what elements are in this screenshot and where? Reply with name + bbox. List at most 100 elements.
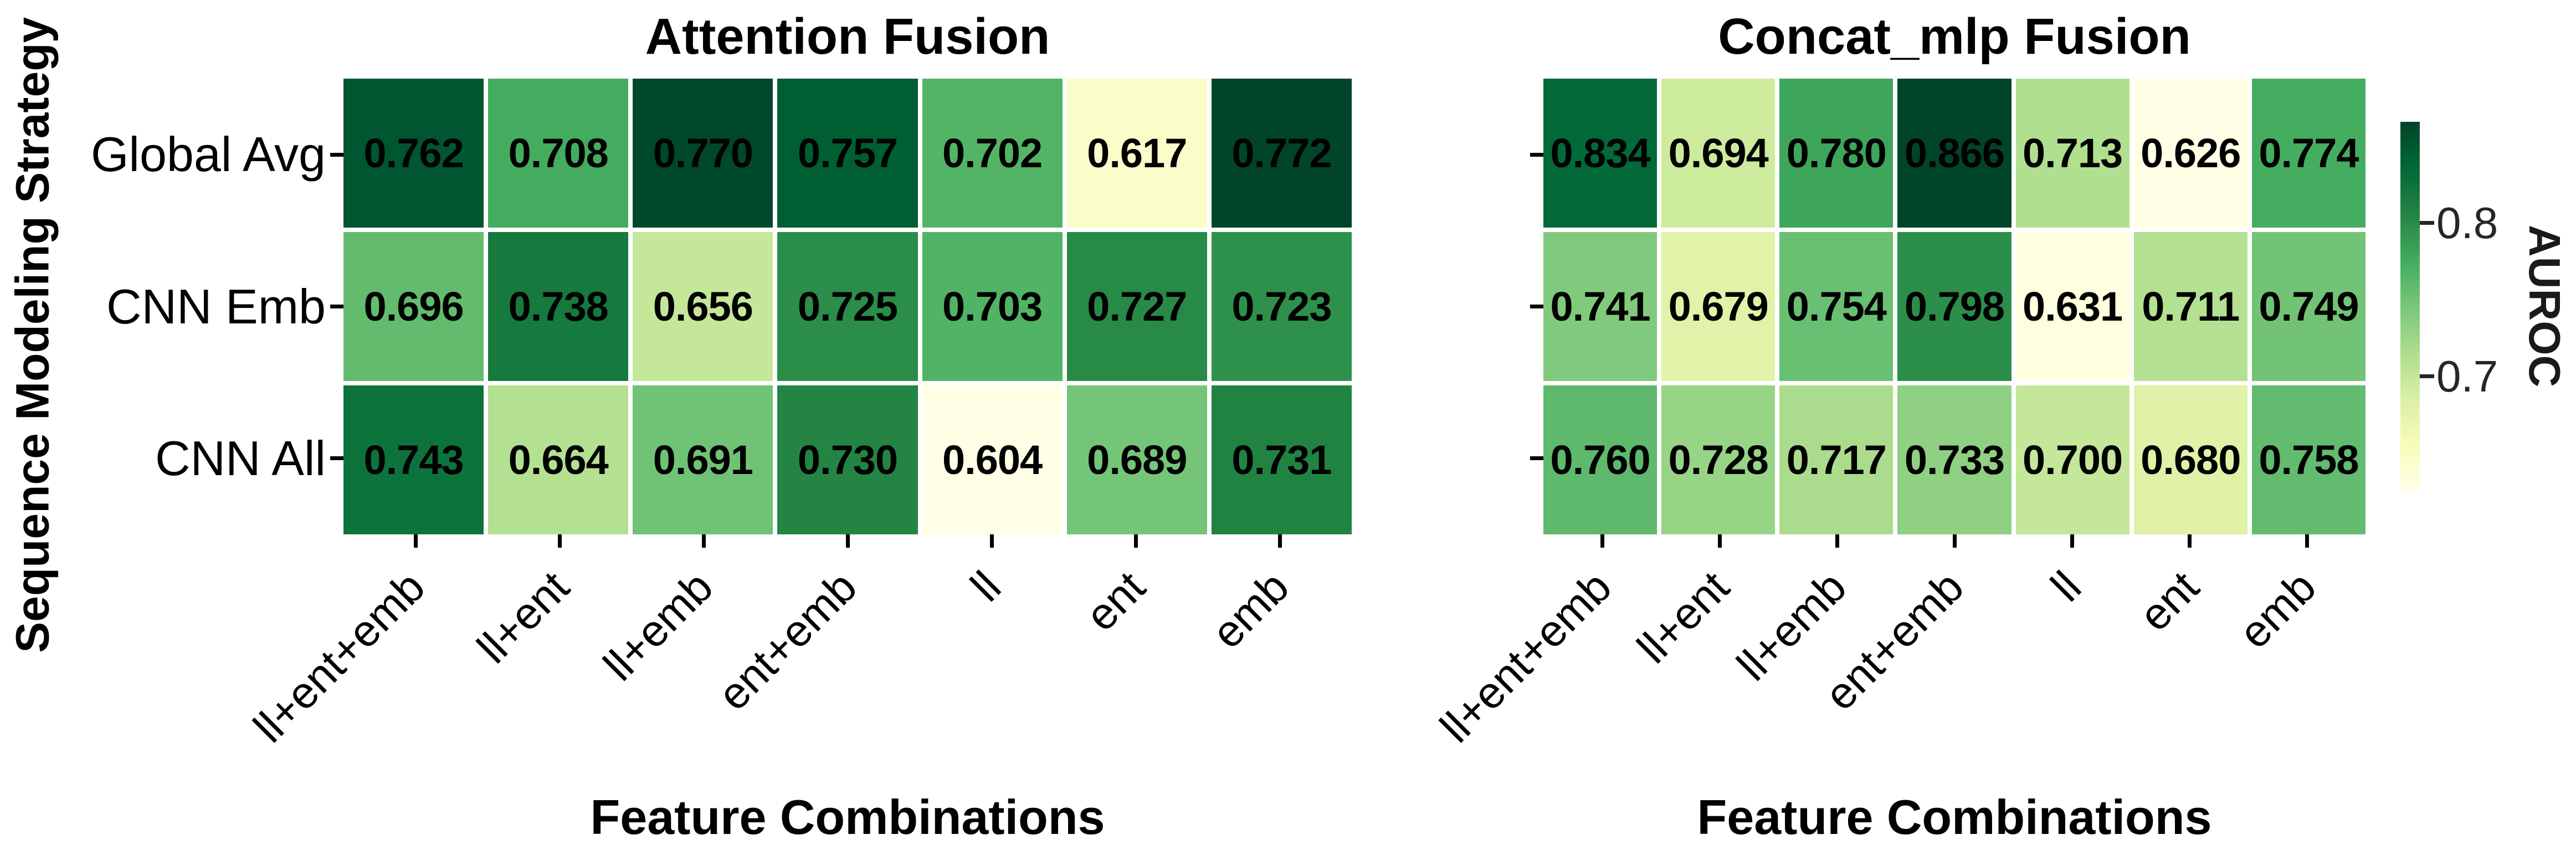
heatmap-cell: 0.700 — [2015, 385, 2129, 534]
panel-title: Attention Fusion — [645, 8, 1050, 65]
heatmap-cell: 0.713 — [2015, 79, 2129, 228]
heatmap-cell: 0.694 — [1661, 79, 1776, 228]
x-tick-mark — [1952, 534, 1957, 548]
cell-value: 0.762 — [363, 130, 464, 176]
cell-value: 0.780 — [1786, 130, 1887, 176]
heatmap-cell: 0.741 — [1543, 232, 1658, 381]
cell-value: 0.866 — [1904, 130, 2005, 176]
heatmap-cell: 0.656 — [633, 232, 773, 381]
cell-value: 0.626 — [2141, 130, 2241, 176]
heatmap-cell: 0.664 — [488, 385, 629, 534]
x-tick-mark — [2070, 534, 2074, 548]
heatmap-cell: 0.617 — [1066, 79, 1207, 228]
heatmap-cell: 0.731 — [1211, 385, 1352, 534]
cell-value: 0.834 — [1550, 130, 1650, 176]
y-axis-title: Sequence Modeling Strategy — [6, 17, 59, 653]
cell-value: 0.772 — [1231, 130, 1332, 176]
heatmap-cell: 0.696 — [343, 232, 484, 381]
cell-value: 0.700 — [2023, 437, 2123, 483]
heatmap-cell: 0.762 — [343, 79, 484, 228]
cell-value: 0.725 — [797, 284, 898, 329]
heatmap-cell: 0.774 — [2251, 79, 2365, 228]
cell-value: 0.617 — [1087, 130, 1187, 176]
cell-value: 0.694 — [1668, 130, 1769, 176]
cell-value: 0.717 — [1786, 437, 1887, 483]
y-tick-mark — [1530, 456, 1543, 461]
panel-concat-mlp-fusion: Concat_mlp Fusion 0.834 0.694 0.780 0.866 0.… — [1543, 0, 2365, 850]
cell-value: 0.680 — [2141, 437, 2241, 483]
cell-value: 0.754 — [1786, 284, 1887, 329]
colorbar-tick-mark — [2420, 374, 2434, 379]
cell-value: 0.696 — [363, 284, 464, 329]
colorbar-tick-label: 0.8 — [2436, 198, 2498, 248]
y-tick-mark — [330, 305, 343, 308]
heatmap-cell: 0.798 — [1897, 232, 2011, 381]
heatmap-cell: 0.723 — [1211, 232, 1352, 381]
heatmap-grid: 0.834 0.694 0.780 0.866 0.713 0.626 0.774 0.741… — [1543, 79, 2365, 534]
heatmap-cell: 0.770 — [633, 79, 773, 228]
heatmap-cell: 0.689 — [1066, 385, 1207, 534]
cell-value: 0.760 — [1550, 437, 1650, 483]
row-label: CNN All — [155, 430, 326, 486]
heatmap-cell: 0.780 — [1779, 79, 1893, 228]
cell-value: 0.604 — [942, 437, 1043, 483]
heatmap-cell: 0.691 — [633, 385, 773, 534]
cell-value: 0.703 — [942, 284, 1043, 329]
heatmap-cell: 0.730 — [777, 385, 918, 534]
panel-attention-fusion: Attention Fusion 0.762 0.708 0.770 0.757 0.7… — [343, 0, 1352, 850]
cell-value: 0.702 — [942, 130, 1043, 176]
heatmap-cell: 0.728 — [1661, 385, 1776, 534]
heatmap-cell: 0.604 — [922, 385, 1063, 534]
x-tick-mark — [1600, 534, 1604, 548]
x-tick-mark — [557, 534, 562, 548]
cell-value: 0.723 — [1231, 284, 1332, 329]
heatmap-cell: 0.711 — [2133, 232, 2247, 381]
cell-value: 0.774 — [2259, 130, 2359, 176]
x-tick-mark — [1277, 534, 1282, 548]
x-tick-mark — [1717, 534, 1722, 548]
cell-value: 0.631 — [2023, 284, 2123, 329]
panel-title: Concat_mlp Fusion — [1718, 8, 2191, 65]
colorbar — [2400, 122, 2420, 490]
y-tick-mark — [1530, 152, 1543, 157]
x-axis-title: Feature Combinations — [590, 790, 1105, 844]
cell-value: 0.733 — [1904, 437, 2005, 483]
heatmap-cell: 0.749 — [2251, 232, 2365, 381]
colorbar-tick-label: 0.7 — [2436, 351, 2498, 401]
cell-value: 0.738 — [508, 284, 609, 329]
cell-value: 0.689 — [1087, 437, 1187, 483]
y-tick-mark — [1530, 305, 1543, 308]
cell-value: 0.691 — [653, 437, 753, 483]
row-label: CNN Emb — [106, 279, 326, 334]
heatmap-cell: 0.757 — [777, 79, 918, 228]
colorbar-gradient — [2400, 122, 2420, 490]
heatmap-cell: 0.626 — [2133, 79, 2247, 228]
x-tick-mark — [845, 534, 850, 548]
cell-value: 0.741 — [1550, 284, 1650, 329]
x-tick-mark — [2187, 534, 2192, 548]
x-tick-mark — [701, 534, 706, 548]
cell-value: 0.713 — [2023, 130, 2123, 176]
heatmap-cell: 0.702 — [922, 79, 1063, 228]
heatmap-grid: 0.762 0.708 0.770 0.757 0.702 0.617 0.772 0.696… — [343, 79, 1352, 534]
colorbar-title: AUROC — [2520, 224, 2569, 388]
colorbar-tick-mark — [2420, 221, 2434, 225]
heatmap-cell: 0.680 — [2133, 385, 2247, 534]
heatmap-cell: 0.760 — [1543, 385, 1658, 534]
heatmap-cell: 0.772 — [1211, 79, 1352, 228]
cell-value: 0.757 — [797, 130, 898, 176]
x-axis-title: Feature Combinations — [1697, 790, 2212, 844]
cell-value: 0.664 — [508, 437, 609, 483]
heatmap-cell: 0.708 — [488, 79, 629, 228]
cell-value: 0.730 — [797, 437, 898, 483]
heatmap-cell: 0.758 — [2251, 385, 2365, 534]
y-tick-mark — [330, 456, 343, 461]
x-tick-mark — [413, 534, 418, 548]
cell-value: 0.679 — [1668, 284, 1769, 329]
heatmap-cell: 0.717 — [1779, 385, 1893, 534]
cell-value: 0.708 — [508, 130, 609, 176]
heatmap-cell: 0.754 — [1779, 232, 1893, 381]
row-label: Global Avg — [90, 127, 326, 182]
cell-value: 0.743 — [363, 437, 464, 483]
